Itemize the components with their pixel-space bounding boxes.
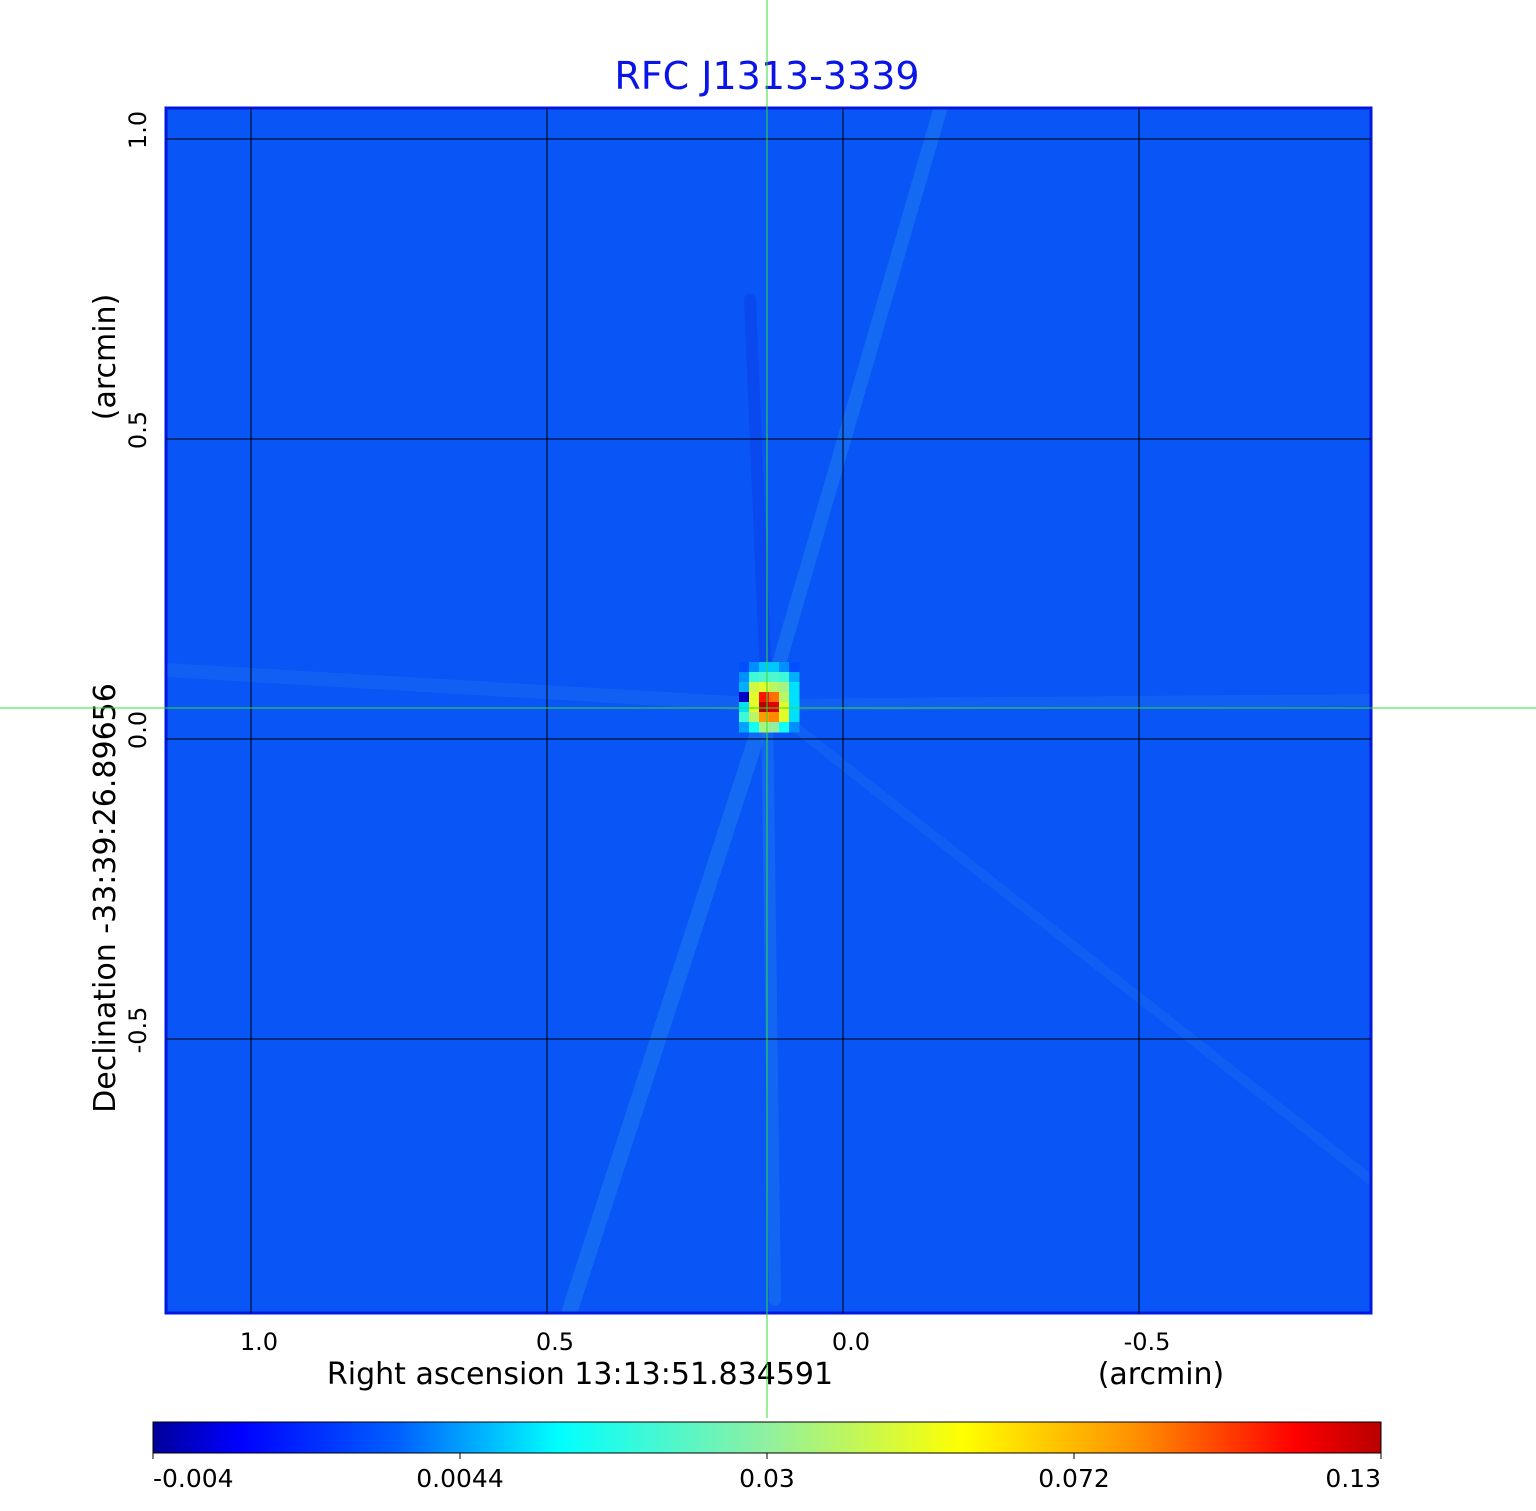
image-pixel — [789, 662, 800, 673]
image-pixel — [749, 672, 760, 683]
image-pixel — [759, 712, 770, 723]
colorbar-tick-label: 0.03 — [739, 1464, 795, 1493]
streak — [744, 294, 773, 711]
streak — [761, 699, 781, 1306]
image-pixel — [749, 662, 760, 673]
image-pixel — [779, 722, 790, 733]
y-tick-label: 1.0 — [124, 111, 152, 149]
image-pixel — [739, 672, 750, 683]
image-pixel — [789, 682, 800, 693]
colorbar: -0.004 0.0044 0.03 0.072 0.13 — [152, 1421, 1382, 1493]
image-pixel — [759, 662, 770, 673]
image-pixel — [779, 682, 790, 693]
streak — [760, 108, 947, 712]
image-pixel — [789, 722, 800, 733]
image-pixel — [749, 712, 760, 723]
colorbar-gradient — [152, 1421, 1382, 1454]
image-pixel — [739, 682, 750, 693]
image-pixel — [749, 682, 760, 693]
plot-frame — [164, 106, 1373, 1315]
image-pixel — [779, 702, 790, 713]
source-peak — [739, 662, 800, 733]
streak — [761, 694, 1371, 711]
x-tick-label: -0.5 — [1124, 1328, 1171, 1356]
sidelobe-streaks — [166, 108, 1371, 1313]
image-pixel — [779, 662, 790, 673]
y-tick-label: 0.0 — [124, 711, 152, 749]
x-axis-unit: (arcmin) — [1098, 1357, 1225, 1392]
image-pixel — [769, 712, 780, 723]
y-axis-unit: (arcmin) — [88, 294, 123, 421]
crosshair — [0, 0, 1536, 1418]
image-pixel — [769, 692, 780, 703]
x-axis-label: Right ascension 13:13:51.834591 — [327, 1357, 833, 1392]
colorbar-tick-label: 0.0044 — [416, 1464, 503, 1493]
image-pixel — [789, 712, 800, 723]
image-pixel — [749, 702, 760, 713]
image-pixel — [769, 672, 780, 683]
image-pixel — [759, 722, 770, 733]
grid — [166, 108, 1371, 1313]
image-pixel — [759, 672, 770, 683]
image-pixel — [739, 722, 750, 733]
x-tick-label: 0.5 — [536, 1328, 574, 1356]
image-pixel — [759, 692, 770, 703]
image-area — [166, 108, 1371, 1313]
image-pixel — [779, 672, 790, 683]
x-tick-label: 0.0 — [832, 1328, 870, 1356]
image-pixel — [739, 712, 750, 723]
y-axis-label: Declination -33:39:26.89656 — [88, 683, 123, 1113]
image-pixel — [789, 702, 800, 713]
image-pixel — [749, 722, 760, 733]
colorbar-tick-label: 0.13 — [1325, 1464, 1381, 1493]
image-pixel — [739, 702, 750, 713]
streak — [562, 697, 775, 1313]
streak — [762, 700, 1371, 1185]
image-pixel — [739, 692, 750, 703]
image-pixel — [769, 702, 780, 713]
image-pixel — [739, 662, 750, 673]
image-pixel — [769, 682, 780, 693]
tick-labels: 1.0 0.5 0.0 -0.5 1.0 0.5 0.0 -0.5 — [124, 111, 1170, 1356]
image-pixel — [749, 692, 760, 703]
y-tick-label: 0.5 — [124, 411, 152, 449]
colorbar-tick-label: 0.072 — [1038, 1464, 1110, 1493]
image-pixel — [769, 722, 780, 733]
image-pixel — [759, 682, 770, 693]
x-tick-label: 1.0 — [240, 1328, 278, 1356]
image-pixel — [779, 712, 790, 723]
image-pixel — [789, 692, 800, 703]
streak — [166, 663, 774, 712]
image-pixel — [759, 702, 770, 713]
image-pixel — [779, 692, 790, 703]
image-pixel — [789, 672, 800, 683]
image-pixel — [769, 662, 780, 673]
colorbar-tick-label: -0.004 — [153, 1464, 234, 1493]
y-tick-label: -0.5 — [124, 1007, 152, 1054]
